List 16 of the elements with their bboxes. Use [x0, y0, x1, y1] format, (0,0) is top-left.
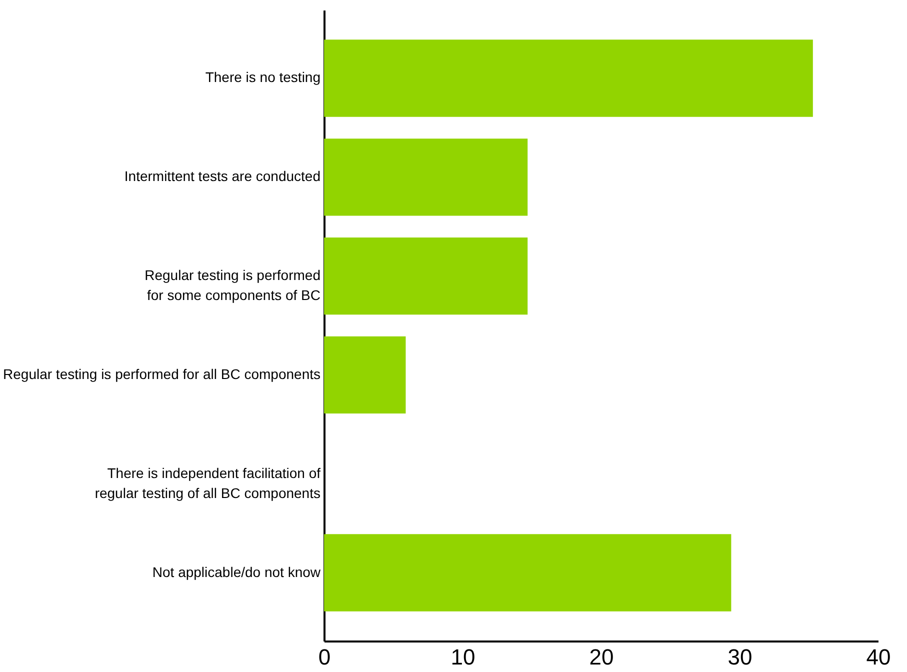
bar: [324, 336, 406, 414]
y-tick-label: Regular testing is performed for all BC components: [3, 366, 320, 382]
bar: [324, 138, 528, 216]
y-tick-label: Not applicable/do not know: [152, 564, 322, 580]
y-tick-label: Intermittent tests are conducted: [124, 168, 320, 184]
x-tick-label: 40: [866, 644, 891, 670]
y-tick-label: There is independent facilitation of regular testing of all BC components: [94, 464, 321, 501]
y-tick-label: There is no testing: [205, 69, 320, 86]
bar: [324, 40, 813, 117]
x-tick-label: 0: [318, 644, 331, 670]
y-tick-label: Regular testing is performed for some components of BC: [144, 267, 320, 304]
x-tick-label: 30: [728, 644, 752, 670]
bar: [324, 237, 528, 315]
x-tick-label: 10: [450, 644, 476, 670]
x-tick-label: 20: [589, 644, 614, 670]
bar: [324, 534, 732, 612]
